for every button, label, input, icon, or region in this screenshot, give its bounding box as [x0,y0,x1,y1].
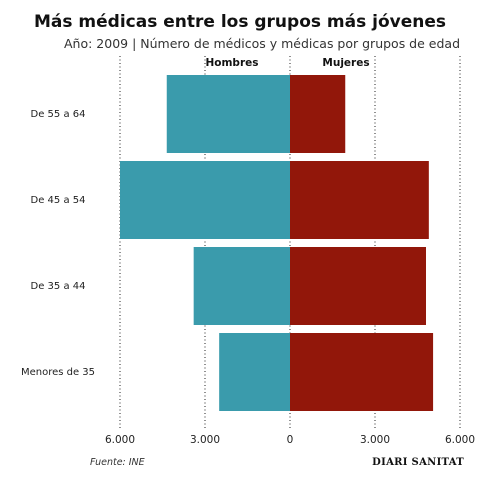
category-label: De 35 a 44 [31,281,86,292]
bar-mujeres [290,75,346,153]
bars [120,75,434,411]
chart-subtitle: Año: 2009 | Número de médicos y médicas … [64,36,460,51]
tick-label: 6.000 [445,434,475,446]
legend-mujeres: Mujeres [322,57,369,69]
bar-mujeres [290,333,434,411]
tick-label: 3.000 [190,434,220,446]
bar-mujeres [290,247,426,325]
category-label: Menores de 35 [21,367,95,378]
source-note: Fuente: INE [90,457,145,468]
category-label: De 45 a 54 [31,195,86,206]
bar-hombres [219,333,290,411]
bar-hombres [120,161,290,239]
tick-label: 6.000 [105,434,135,446]
category-labels: De 55 a 64 De 45 a 54 De 35 a 44 Menores de… [21,109,95,378]
grid-lines [119,56,461,428]
brand-logo: DIARI SANITAT [372,457,464,468]
tick-label: 0 [287,434,294,446]
legend-hombres: Hombres [205,57,258,69]
chart-title: Más médicas entre los grupos más jóvenes [34,12,446,32]
bar-hombres [166,75,290,153]
bar-hombres [193,247,290,325]
category-label: De 55 a 64 [31,109,86,120]
tick-label: 3.000 [360,434,390,446]
bar-mujeres [290,161,429,239]
tick-labels: 6.000 3.000 0 3.000 6.000 [105,434,475,446]
